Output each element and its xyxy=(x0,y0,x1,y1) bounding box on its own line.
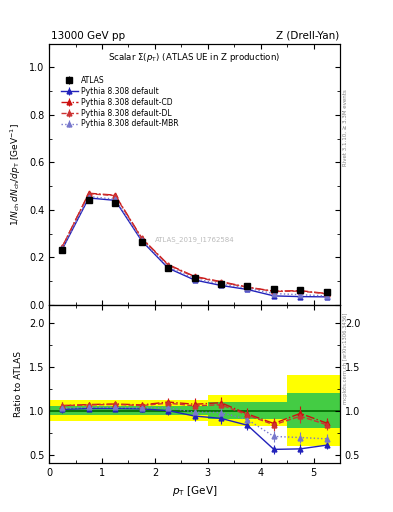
Text: Z (Drell-Yan): Z (Drell-Yan) xyxy=(275,31,339,41)
Text: mcplots.cern.ch [arXiv:1306.3436]: mcplots.cern.ch [arXiv:1306.3436] xyxy=(343,313,348,404)
Text: Scalar $\Sigma(p_\mathrm{T})$ (ATLAS UE in Z production): Scalar $\Sigma(p_\mathrm{T})$ (ATLAS UE … xyxy=(108,51,281,65)
Y-axis label: $1/N_\mathrm{ch}\,dN_\mathrm{ch}/dp_\mathrm{T}$ [GeV$^{-1}$]: $1/N_\mathrm{ch}\,dN_\mathrm{ch}/dp_\mat… xyxy=(9,123,23,226)
Text: 13000 GeV pp: 13000 GeV pp xyxy=(51,31,125,41)
X-axis label: $p_\mathrm{T}$ [GeV]: $p_\mathrm{T}$ [GeV] xyxy=(172,484,217,498)
Y-axis label: Ratio to ATLAS: Ratio to ATLAS xyxy=(14,351,23,417)
Text: Rivet 3.1.10, ≥ 3.3M events: Rivet 3.1.10, ≥ 3.3M events xyxy=(343,90,348,166)
Legend: ATLAS, Pythia 8.308 default, Pythia 8.308 default-CD, Pythia 8.308 default-DL, P: ATLAS, Pythia 8.308 default, Pythia 8.30… xyxy=(59,74,181,131)
Text: ATLAS_2019_I1762584: ATLAS_2019_I1762584 xyxy=(155,236,234,243)
